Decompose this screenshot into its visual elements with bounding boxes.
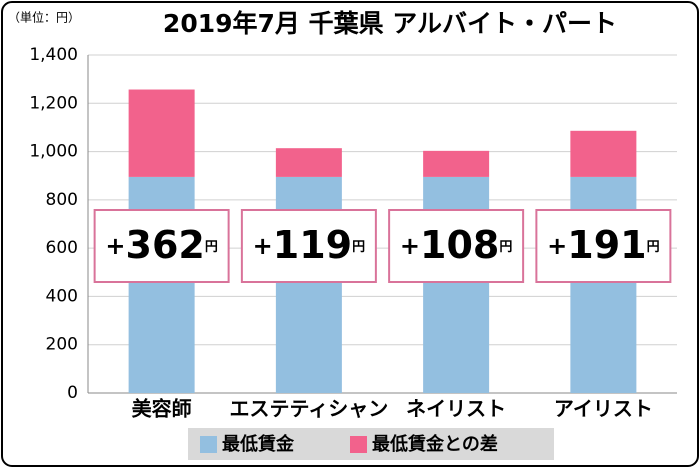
chart-title: 2019年7月 千葉県 アルバイト・パート xyxy=(163,9,617,38)
label-box xyxy=(535,209,672,283)
y-tick-label: 600 xyxy=(46,238,78,258)
x-tick-label: ネイリスト xyxy=(406,397,506,421)
label-box xyxy=(93,209,230,283)
y-tick-label: 1,000 xyxy=(29,142,78,162)
y-tick-label: 1,200 xyxy=(29,93,78,113)
y-tick-label: 200 xyxy=(46,335,78,355)
bar-segment xyxy=(275,148,342,177)
bar-segment xyxy=(128,89,195,177)
legend-label: 最低賃金 xyxy=(222,433,295,455)
y-tick-label: 800 xyxy=(46,190,78,210)
x-tick-label: アイリスト xyxy=(554,397,653,421)
data-label: +108円 xyxy=(400,223,512,267)
bar-segment xyxy=(570,130,637,177)
data-label: +191円 xyxy=(547,223,659,267)
y-tick-label: 400 xyxy=(46,286,78,306)
unit-label: （単位：円） xyxy=(8,10,80,25)
bar-segment xyxy=(423,150,490,177)
legend-swatch xyxy=(200,436,217,453)
x-tick-label: 美容師 xyxy=(132,397,192,421)
label-box xyxy=(388,209,525,283)
legend-swatch xyxy=(350,436,367,453)
label-box xyxy=(240,209,377,283)
data-label: +362円 xyxy=(105,223,217,267)
legend-label: 最低賃金との差 xyxy=(372,433,498,455)
data-label: +119円 xyxy=(253,223,365,267)
x-tick-label: エステティシャン xyxy=(229,397,388,421)
y-tick-label: 0 xyxy=(67,383,78,403)
legend-bg xyxy=(188,428,554,460)
y-tick-label: 1,400 xyxy=(29,45,78,65)
